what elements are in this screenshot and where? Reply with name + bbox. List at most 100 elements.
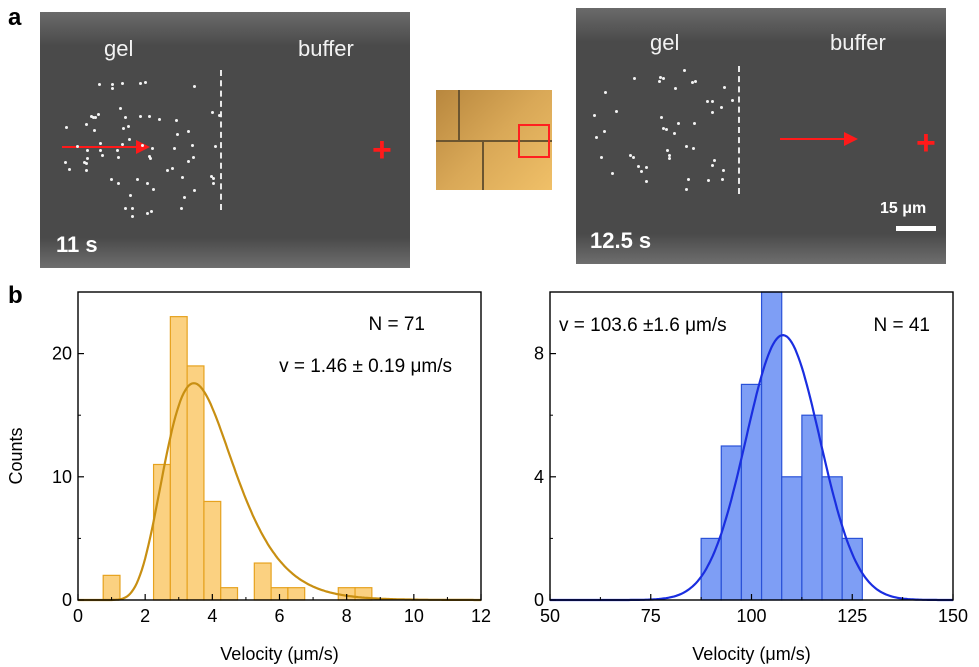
- x-axis-label: Velocity (μm/s): [220, 644, 338, 664]
- x-tick-label: 10: [404, 606, 424, 626]
- image-band-bottom: [40, 238, 410, 268]
- particle-dot: [677, 122, 681, 126]
- histogram-bar: [337, 587, 356, 601]
- particle-dot: [145, 212, 149, 216]
- chip-schematic: [436, 90, 552, 190]
- chart-annotation: v = 1.46 ± 0.19 μm/s: [279, 356, 452, 377]
- particle-dot: [192, 156, 196, 160]
- particle-dot: [711, 111, 715, 115]
- particle-dot: [659, 116, 663, 120]
- particle-dot: [186, 159, 190, 163]
- particle-dot: [710, 100, 714, 104]
- motion-arrow: [780, 132, 858, 146]
- particle-dot: [615, 109, 619, 113]
- gel-label: gel: [104, 36, 134, 61]
- particle-dot: [644, 179, 648, 183]
- plot-frame: [77, 291, 482, 601]
- channel-vertical-2: [482, 140, 484, 190]
- histogram-bar: [781, 476, 803, 601]
- particle-dot: [186, 130, 190, 134]
- particle-dot: [217, 114, 221, 118]
- particle-dot: [636, 165, 640, 169]
- fit-curve: [550, 333, 953, 602]
- particle-dot: [118, 106, 122, 110]
- x-tick-label: 50: [540, 606, 560, 626]
- motion-arrow: [62, 140, 150, 154]
- particle-dot: [149, 209, 153, 213]
- micrograph-right: gel buffer + 12.5 s 15 μm: [576, 8, 946, 264]
- particle-dot: [122, 126, 126, 130]
- particle-dot: [661, 77, 665, 81]
- particle-dot: [85, 148, 89, 152]
- particle-dot: [98, 142, 102, 146]
- particle-dot: [97, 82, 101, 86]
- electrode-plus-sign: +: [372, 131, 392, 169]
- histogram-bar: [841, 537, 863, 601]
- particle-dot: [631, 155, 635, 159]
- particle-dot: [684, 188, 688, 192]
- particle-dot: [719, 105, 723, 109]
- particle-dot: [157, 118, 161, 122]
- particle-dot: [213, 145, 217, 149]
- particle-dot: [180, 207, 184, 211]
- particle-dot: [610, 171, 614, 175]
- particle-dot: [658, 80, 662, 84]
- plot-frame: [549, 291, 954, 601]
- particle-dot: [190, 143, 194, 147]
- particle-dot: [84, 161, 88, 165]
- chart-1: 0 2 4 6 8 10 12 0 10 20 Velocity (μm/s) Counts N = 7…: [6, 291, 491, 664]
- particle-dot: [193, 189, 197, 193]
- particle-dot: [101, 154, 105, 158]
- particle-dot: [691, 81, 695, 85]
- particle-dot: [99, 148, 103, 152]
- particle-dot: [97, 113, 100, 117]
- particle-dot: [730, 99, 734, 103]
- particle-dot: [116, 156, 120, 160]
- particle-dot: [148, 154, 152, 158]
- particle-dot: [111, 87, 115, 91]
- particle-dot: [722, 86, 726, 90]
- particle-dot: [594, 135, 598, 139]
- particle-dot: [121, 81, 125, 85]
- histogram-bar: [152, 463, 171, 601]
- histogram-bar: [354, 587, 373, 601]
- particle-dot: [145, 182, 149, 186]
- image-band-top: [40, 12, 410, 46]
- histogram-bar: [760, 291, 783, 601]
- particle-dot: [130, 207, 134, 211]
- particle-dot: [693, 80, 697, 84]
- particle-dot: [67, 167, 71, 171]
- histogram-bar: [700, 537, 722, 601]
- x-axis-label: Velocity (μm/s): [692, 644, 810, 664]
- particle-dot: [120, 142, 124, 146]
- chart-annotation: N = 41: [873, 315, 930, 336]
- particle-dot: [628, 153, 632, 157]
- particle-dot: [211, 181, 215, 185]
- particle-dot: [192, 84, 196, 88]
- histogram-bar: [253, 562, 272, 601]
- particle-dot: [692, 121, 696, 125]
- y-tick-label: 4: [534, 467, 544, 487]
- particle-dot: [658, 76, 662, 80]
- image-band-bottom: [576, 234, 946, 264]
- panel-b-letter: b: [8, 282, 23, 309]
- particle-dot: [148, 157, 152, 160]
- particle-dot: [720, 178, 724, 182]
- particle-dot: [76, 145, 80, 149]
- scale-bar-label: 15 μm: [880, 200, 927, 217]
- particle-dot: [706, 99, 710, 103]
- particle-dot: [181, 176, 185, 180]
- particle-dot: [131, 214, 135, 218]
- particle-dot: [175, 133, 179, 137]
- particle-dot: [84, 122, 88, 126]
- particle-dot: [117, 182, 121, 186]
- y-tick-label: 8: [534, 344, 544, 364]
- x-tick-label: 12: [471, 606, 491, 626]
- buffer-label: buffer: [830, 30, 886, 55]
- histogram-bar: [821, 476, 843, 601]
- histogram-bar: [220, 587, 239, 601]
- particle-dot: [682, 69, 686, 73]
- particle-dot: [136, 178, 140, 182]
- particle-dot: [211, 176, 215, 180]
- x-tick-label: 125: [837, 606, 867, 626]
